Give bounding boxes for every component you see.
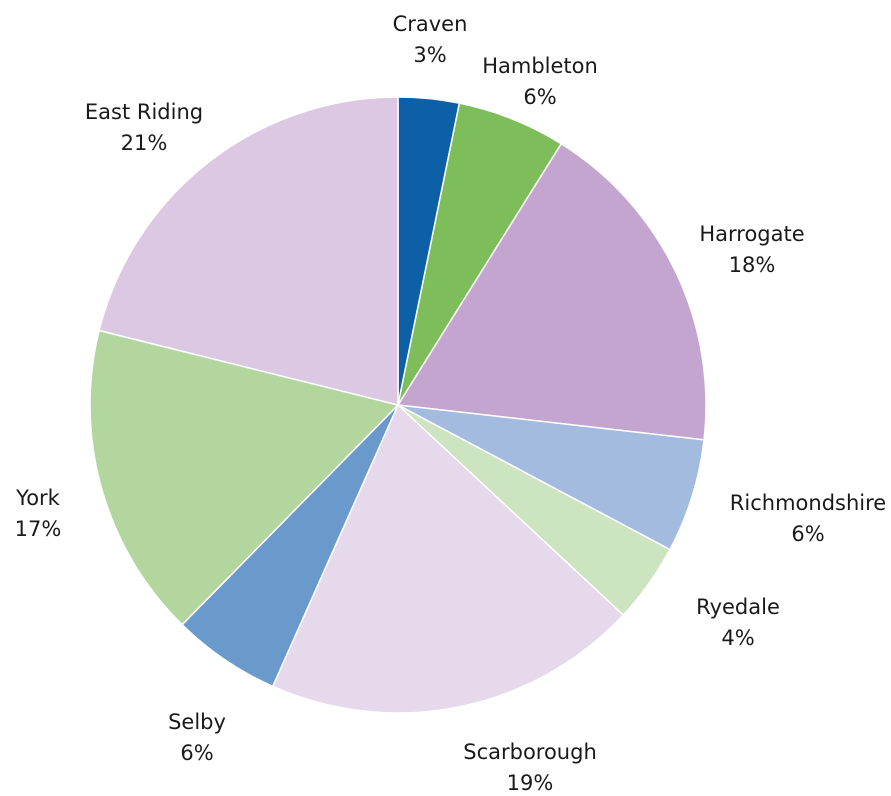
slice-value-label-ryedale: 4%	[721, 626, 754, 650]
slice-value-label-selby: 6%	[180, 741, 213, 765]
slice-label-selby: Selby	[168, 710, 226, 734]
slice-label-hambleton: Hambleton	[482, 54, 598, 78]
pie-slices	[90, 97, 706, 713]
slice-value-label-east-riding: 21%	[121, 131, 168, 155]
slice-label-ryedale: Ryedale	[696, 595, 780, 619]
slice-value-label-craven: 3%	[413, 43, 446, 67]
slice-label-york: York	[15, 486, 61, 510]
slice-label-scarborough: Scarborough	[463, 740, 597, 764]
slice-value-label-york: 17%	[15, 517, 62, 541]
slice-value-label-hambleton: 6%	[523, 85, 556, 109]
slice-label-harrogate: Harrogate	[699, 222, 804, 246]
slice-label-craven: Craven	[393, 12, 468, 36]
slice-label-east-riding: East Riding	[85, 100, 203, 124]
slice-value-label-richmondshire: 6%	[791, 522, 824, 546]
slice-value-label-harrogate: 18%	[729, 253, 776, 277]
slice-label-richmondshire: Richmondshire	[730, 491, 886, 515]
slice-value-label-scarborough: 19%	[507, 771, 554, 791]
